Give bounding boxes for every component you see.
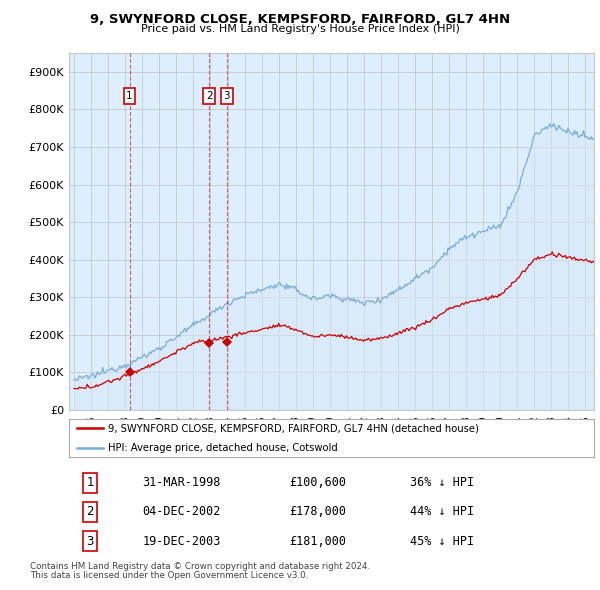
Text: £181,000: £181,000 xyxy=(290,535,347,548)
Text: 2: 2 xyxy=(206,91,212,101)
Text: 04-DEC-2002: 04-DEC-2002 xyxy=(143,505,221,519)
Text: 3: 3 xyxy=(86,535,94,548)
Text: £178,000: £178,000 xyxy=(290,505,347,519)
Text: £100,600: £100,600 xyxy=(290,476,347,489)
Text: 31-MAR-1998: 31-MAR-1998 xyxy=(143,476,221,489)
Text: 1: 1 xyxy=(86,476,94,489)
Text: 2: 2 xyxy=(86,505,94,519)
Text: HPI: Average price, detached house, Cotswold: HPI: Average price, detached house, Cots… xyxy=(109,442,338,453)
Text: 19-DEC-2003: 19-DEC-2003 xyxy=(143,535,221,548)
Text: 36% ↓ HPI: 36% ↓ HPI xyxy=(410,476,475,489)
Text: This data is licensed under the Open Government Licence v3.0.: This data is licensed under the Open Gov… xyxy=(30,571,308,580)
Text: 3: 3 xyxy=(224,91,230,101)
Text: Contains HM Land Registry data © Crown copyright and database right 2024.: Contains HM Land Registry data © Crown c… xyxy=(30,562,370,571)
Text: 44% ↓ HPI: 44% ↓ HPI xyxy=(410,505,475,519)
Text: 45% ↓ HPI: 45% ↓ HPI xyxy=(410,535,475,548)
Text: 1: 1 xyxy=(126,91,133,101)
Text: Price paid vs. HM Land Registry's House Price Index (HPI): Price paid vs. HM Land Registry's House … xyxy=(140,24,460,34)
Text: 9, SWYNFORD CLOSE, KEMPSFORD, FAIRFORD, GL7 4HN (detached house): 9, SWYNFORD CLOSE, KEMPSFORD, FAIRFORD, … xyxy=(109,424,479,434)
Text: 9, SWYNFORD CLOSE, KEMPSFORD, FAIRFORD, GL7 4HN: 9, SWYNFORD CLOSE, KEMPSFORD, FAIRFORD, … xyxy=(90,13,510,26)
